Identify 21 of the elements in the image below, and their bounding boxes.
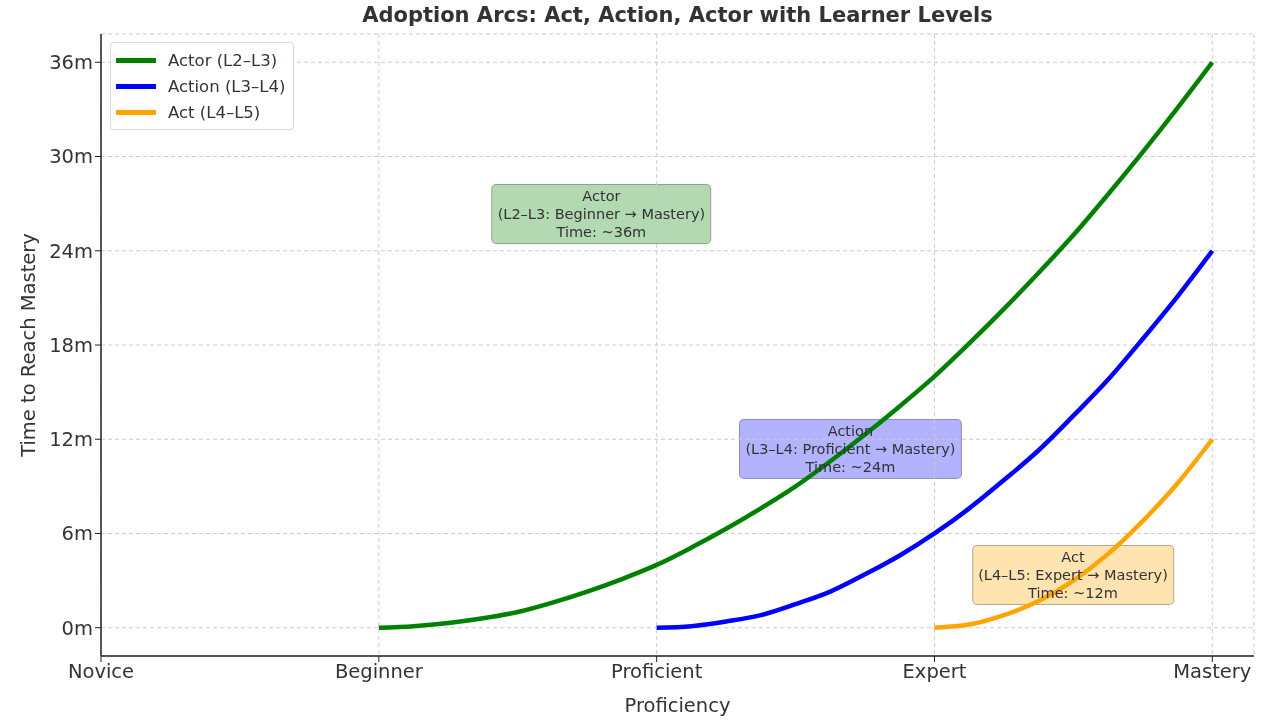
y-tick-label: 6m [61,522,93,546]
x-tick-label: Novice [67,659,135,683]
line-series [654,248,1215,630]
legend-label: Act (L4–L5) [168,102,261,122]
chart-title: Adoption Arcs: Act, Action, Actor with Learner Levels [361,2,994,28]
y-axis-title: Time to Reach Mastery [17,233,41,457]
y-tick-label: 36m [49,51,93,75]
y-tick-label: 0m [61,616,93,640]
y-tick-label: 18m [49,333,93,357]
x-tick-label: Mastery [1173,659,1252,683]
x-axis-title: Proficiency [623,694,732,718]
line-series [376,60,1215,630]
y-tick-label: 24m [49,239,93,263]
legend-label: Action (L3–L4) [168,76,286,96]
x-tick-label: Proficient [610,659,703,683]
x-tick-label: Expert [902,659,967,683]
y-tick-label: 12m [49,428,93,452]
y-tick-label: 30m [49,145,93,169]
annotation: Actor (L2–L3: Beginner → Mastery) Time: ~36m [491,183,712,244]
x-tick-label: Beginner [334,659,424,683]
legend-label: Actor (L2–L3) [168,50,278,70]
